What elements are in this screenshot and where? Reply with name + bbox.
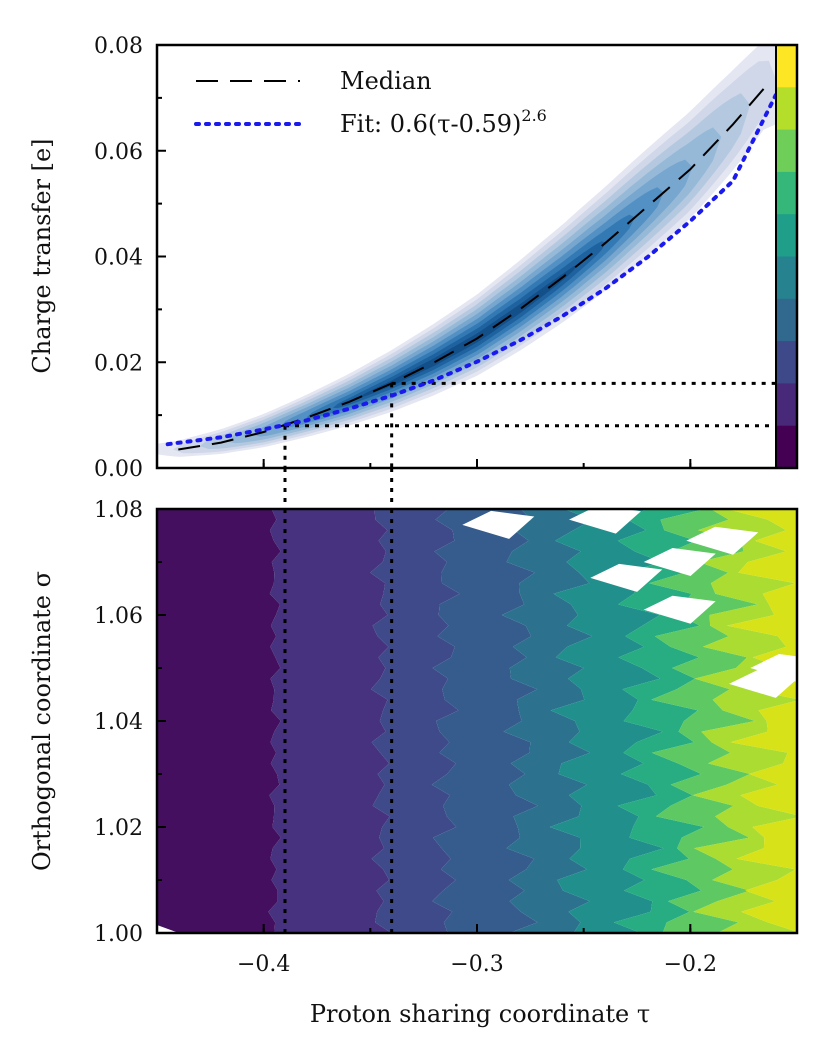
bottom-ticks: 1.00 1.02 1.04 1.06 1.08 −0.4 −0.3 −0.2	[94, 498, 798, 977]
bottom-ytick-label-1: 1.02	[94, 816, 143, 841]
top-ytick-label-4: 0.08	[94, 34, 143, 59]
density-level-4	[253, 159, 693, 437]
bottom-xtick-label-1: −0.3	[450, 952, 503, 977]
contour-band-6	[613, 509, 705, 933]
top-y-axis-title: Charge transfer [e]	[28, 138, 56, 373]
colorbar-segment-6	[776, 298, 797, 342]
missing-region-5	[643, 595, 716, 624]
missing-region-6	[729, 669, 797, 698]
missing-region-4	[686, 526, 759, 555]
legend-fit-base: Fit: 0.6(τ-0.59)	[340, 110, 521, 138]
colorbar-segment-9	[776, 425, 797, 469]
legend: Median Fit: 0.6(τ-0.59)2.6	[194, 67, 547, 138]
top-ytick-label-2: 0.04	[94, 246, 143, 271]
top-ytick-label-0: 0.00	[94, 457, 143, 482]
colorbar	[775, 44, 798, 469]
top-ytick-label-3: 0.06	[94, 140, 143, 165]
colorbar-segment-5	[776, 256, 797, 300]
bottom-ytick-label-0: 1.00	[94, 922, 143, 947]
density-level-3	[226, 127, 722, 444]
contour-band-8	[692, 509, 797, 933]
density-level-7	[333, 241, 607, 409]
bottom-missing-regions	[157, 509, 797, 933]
panel-connectors	[283, 468, 394, 509]
bottom-reference-lines	[283, 509, 394, 933]
contour-band-5	[549, 509, 664, 933]
colorbar-segment-0	[776, 45, 797, 88]
top-panel: 0.00 0.02 0.04 0.06 0.08 Median Fit: 0.6(τ-0…	[28, 34, 799, 482]
bottom-y-axis-title: Orthogonal coordinate σ	[28, 571, 56, 871]
top-reference-lines	[283, 381, 797, 468]
density-level-2	[199, 93, 751, 449]
top-series	[165, 86, 778, 451]
fit-line	[165, 93, 778, 447]
bottom-ytick-label-3: 1.06	[94, 604, 143, 629]
missing-region-corner	[157, 925, 179, 933]
colorbar-segment-8	[776, 383, 797, 427]
x-axis-title: Proton sharing coordinate τ	[310, 1000, 650, 1028]
contour-band-0	[157, 509, 281, 933]
colorbar-segment-3	[776, 171, 797, 215]
bottom-xtick-label-0: −0.4	[237, 952, 290, 977]
colorbar-segment-7	[776, 341, 797, 384]
contour-band-1	[268, 509, 392, 933]
colorbar-segment-4	[776, 214, 797, 257]
contour-band-2	[370, 509, 460, 933]
missing-region-2	[590, 563, 663, 592]
bottom-ytick-label-2: 1.04	[94, 710, 143, 735]
colorbar-segment-1	[776, 87, 797, 131]
contour-band-9	[727, 509, 797, 932]
legend-median-label: Median	[340, 67, 432, 95]
top-ticks: 0.00 0.02 0.04 0.06 0.08	[94, 34, 798, 482]
bottom-contour-bands	[157, 509, 797, 933]
colorbar-segment-2	[776, 129, 797, 173]
density-level-1	[173, 60, 779, 454]
top-density-contours	[157, 45, 797, 457]
bottom-xtick-label-2: −0.2	[664, 952, 717, 977]
missing-region-7	[750, 654, 797, 682]
legend-fit-label: Fit: 0.6(τ-0.59)2.6	[340, 106, 547, 138]
bottom-ytick-label-4: 1.08	[94, 498, 143, 523]
missing-region-3	[643, 548, 716, 576]
density-level-0	[157, 45, 797, 457]
legend-fit-exponent: 2.6	[521, 106, 546, 125]
contour-band-7	[649, 509, 758, 933]
bottom-panel: 1.00 1.02 1.04 1.06 1.08 −0.4 −0.3 −0.2 Orthogo…	[28, 498, 799, 1028]
missing-region-0	[462, 510, 535, 539]
contour-band-3	[431, 509, 539, 933]
top-ytick-label-1: 0.02	[94, 351, 143, 376]
density-level-5	[279, 187, 664, 428]
contour-band-4	[501, 509, 593, 933]
density-level-6	[306, 214, 635, 419]
missing-region-1	[569, 509, 641, 534]
